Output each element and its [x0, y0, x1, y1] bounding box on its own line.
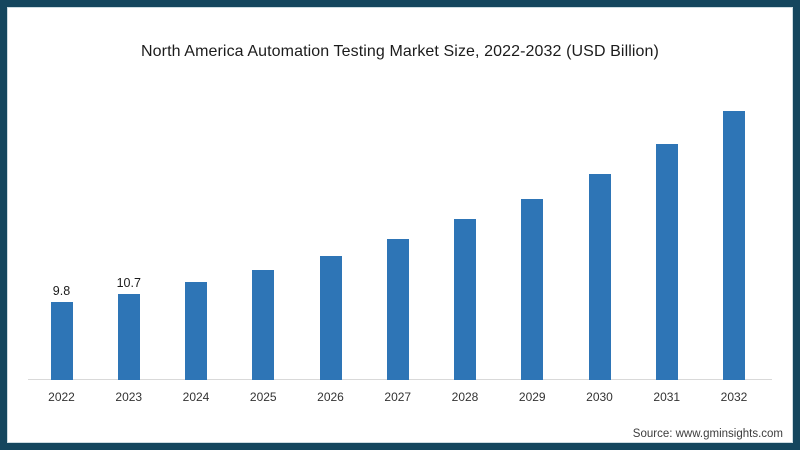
- bar-2026: [319, 256, 342, 380]
- x-tick-label-2023: 2023: [115, 390, 143, 404]
- bar-2031: [655, 144, 678, 380]
- x-tick-label-2024: 2024: [182, 390, 210, 404]
- x-tick-label-2029: 2029: [518, 390, 546, 404]
- chart-title: North America Automation Testing Market …: [141, 43, 659, 60]
- bar-2030: [588, 174, 611, 380]
- source-attribution: Source: www.gminsights.com: [632, 428, 783, 440]
- bar-2032: [723, 111, 745, 380]
- x-tick-label-2022: 2022: [48, 390, 75, 404]
- bar-2028: [454, 219, 476, 380]
- bar-value-label-2022: 9.8: [52, 284, 71, 298]
- bar-2022: [50, 302, 73, 380]
- x-tick-label-2031: 2031: [653, 390, 681, 404]
- x-tick-label-2026: 2026: [317, 390, 344, 404]
- bar-2027: [386, 239, 409, 380]
- x-tick-label-2032: 2032: [720, 390, 748, 404]
- x-tick-label-2027: 2027: [384, 390, 412, 404]
- x-tick-label-2025: 2025: [249, 390, 277, 404]
- bar-value-label-2023: 10.7: [116, 276, 141, 290]
- bar-2029: [521, 199, 544, 380]
- bar-2023: [117, 294, 140, 380]
- x-tick-label-2030: 2030: [586, 390, 613, 404]
- bar-2024: [185, 282, 207, 380]
- bar-chart: 9.8 2022 10.7 2023 2024 2025 2026 2027 2028 2029 2…: [7, 7, 793, 443]
- x-tick-label-2028: 2028: [451, 390, 479, 404]
- bar-2025: [252, 270, 275, 380]
